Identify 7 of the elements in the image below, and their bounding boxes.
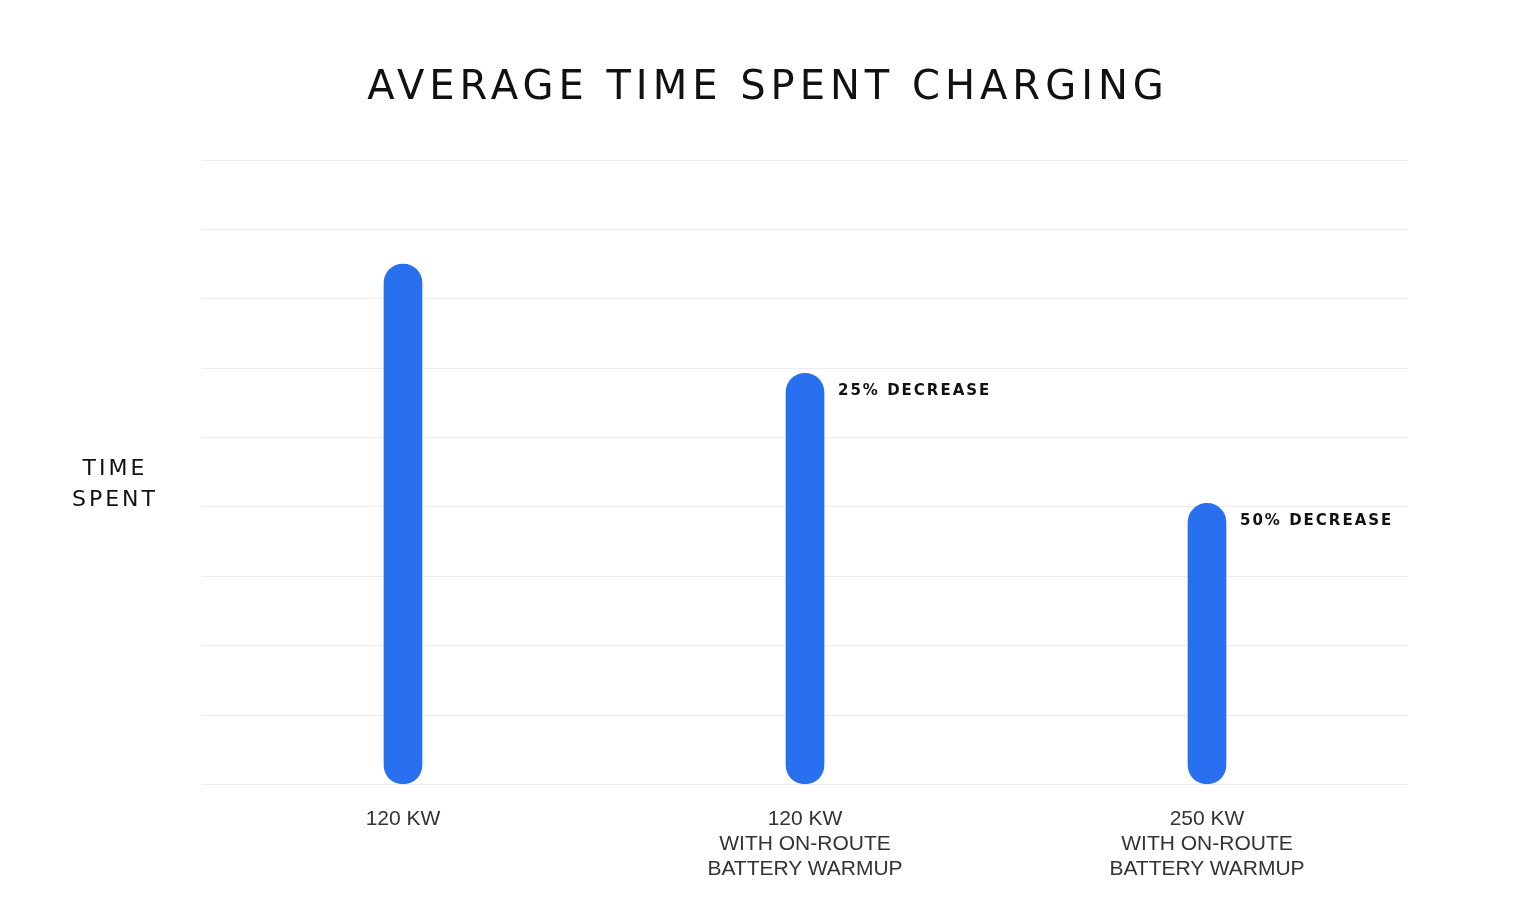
annotation: 50% DECREASE xyxy=(1240,511,1394,530)
x-tick-label: 120 KW WITH ON-ROUTE BATTERY WARMUP xyxy=(707,805,903,880)
x-tick-label: 250 KW WITH ON-ROUTE BATTERY WARMUP xyxy=(1109,805,1305,880)
chart-title: AVERAGE TIME SPENT CHARGING xyxy=(366,62,1170,108)
x-tick-label: 120 KW xyxy=(365,805,441,829)
y-axis-title: TIME SPENT xyxy=(71,454,159,513)
annotation: 25% DECREASE xyxy=(838,381,992,400)
